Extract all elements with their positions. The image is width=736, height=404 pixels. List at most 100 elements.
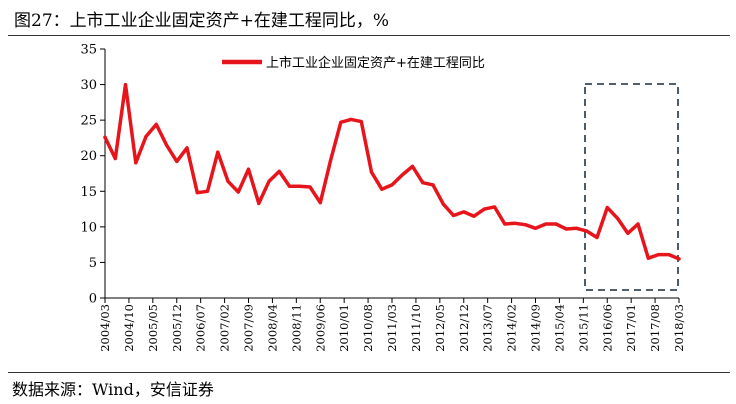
x-tick-label: 2008/11 [289,304,303,352]
x-tick-label: 2010/08 [361,304,375,352]
data-point [134,161,138,165]
line-chart: 0 5 10 15 20 25 30 35 2004/03 2004/10 2005/05 2005/… [80,43,686,352]
data-point [462,210,466,214]
data-point [257,201,261,205]
x-tick-label: 2017/08 [648,304,662,352]
data-point [195,191,199,195]
data-point [410,164,415,168]
x-tick-label: 2008/04 [265,304,279,352]
data-point [451,213,456,218]
data-point [277,169,281,173]
data-point [677,257,681,261]
highlight-box [584,83,679,291]
data-point [175,159,179,164]
x-tick-label: 2013/07 [481,304,495,352]
data-point [636,222,640,226]
data-point [205,189,210,193]
data-point [431,183,435,187]
x-tick-label: 2014/02 [505,304,519,352]
data-point [123,82,128,87]
x-tick-label: 2009/06 [313,304,327,352]
data-point [246,167,251,171]
data-point [390,183,394,187]
x-tick-label: 2010/01 [337,304,351,352]
figure-title: 图27：上市工业企业固定资产+在建工程同比，% [14,11,390,31]
data-point [298,184,302,188]
data-point [339,120,343,124]
bottom-rule [8,372,730,373]
source-note: 数据来源：Wind，安信证券 [12,380,214,399]
x-tick-label: 2004/10 [122,304,136,352]
data-point [400,173,404,177]
data-point [421,181,425,185]
data-point [523,223,527,227]
x-tick-label: 2011/10 [409,304,423,352]
chart-legend: 上市工业企业固定资产+在建工程同比 [222,55,485,71]
data-point [595,235,599,240]
highlight-region [584,83,679,291]
x-tick-label: 2006/07 [194,304,208,352]
data-point [441,202,445,206]
data-point [574,226,579,230]
data-point [369,170,374,174]
chart-axes: 0 5 10 15 20 25 30 35 2004/03 2004/10 2005/05 2005/… [80,43,686,352]
data-point [482,207,486,211]
x-tick-label: 2017/01 [624,304,638,352]
data-point [308,185,312,189]
data-point [318,201,322,205]
data-point [103,135,107,139]
data-point [328,159,333,163]
data-point [164,143,169,147]
data-point [154,122,158,127]
x-tick-label: 2005/05 [146,304,160,352]
data-point [615,216,620,220]
x-tick-label: 2015/11 [576,304,590,352]
y-tick-label: 35 [80,43,97,58]
y-tick-label: 30 [80,78,97,93]
data-point [185,146,189,150]
top-rule [8,35,730,36]
data-point [236,190,240,194]
x-tick-label: 2011/03 [385,304,399,352]
x-tick-label: 2007/09 [242,304,256,352]
data-point [380,187,384,191]
data-point [226,179,230,183]
data-point [359,119,363,124]
x-tick-label: 2007/02 [218,304,232,352]
data-point [287,184,292,188]
data-point [503,222,507,226]
x-tick-label: 2012/05 [433,304,447,352]
x-tick-label: 2004/03 [98,304,112,352]
data-point [605,206,609,210]
y-tick-label: 5 [89,256,97,271]
data-point [667,253,671,257]
data-point [216,150,220,154]
data-point [656,253,661,257]
x-tick-label: 2016/06 [600,304,614,352]
x-tick-label: 2018/03 [672,304,686,352]
data-point [533,226,538,230]
data-point [564,227,568,231]
data-point [349,117,353,122]
x-tick-label: 2005/12 [170,304,184,352]
legend-label: 上市工业企业固定资产+在建工程同比 [266,55,485,71]
x-tick-label: 2012/12 [457,304,471,352]
data-point [113,156,117,161]
data-point [585,229,589,233]
y-tick-label: 15 [80,185,97,200]
data-point [513,221,517,225]
y-tick-label: 10 [80,220,97,235]
data-point [544,222,548,226]
data-point [626,231,630,235]
data-point [554,222,558,226]
y-tick-label: 25 [80,114,97,129]
data-point [646,256,650,260]
y-tick-label: 0 [89,292,97,307]
data-point [267,179,271,183]
x-tick-label: 2015/04 [552,304,566,352]
x-tick-label: 2014/09 [529,304,543,352]
data-point [144,134,148,139]
data-point [472,214,476,218]
series-layer [103,82,681,261]
data-point [492,205,497,209]
